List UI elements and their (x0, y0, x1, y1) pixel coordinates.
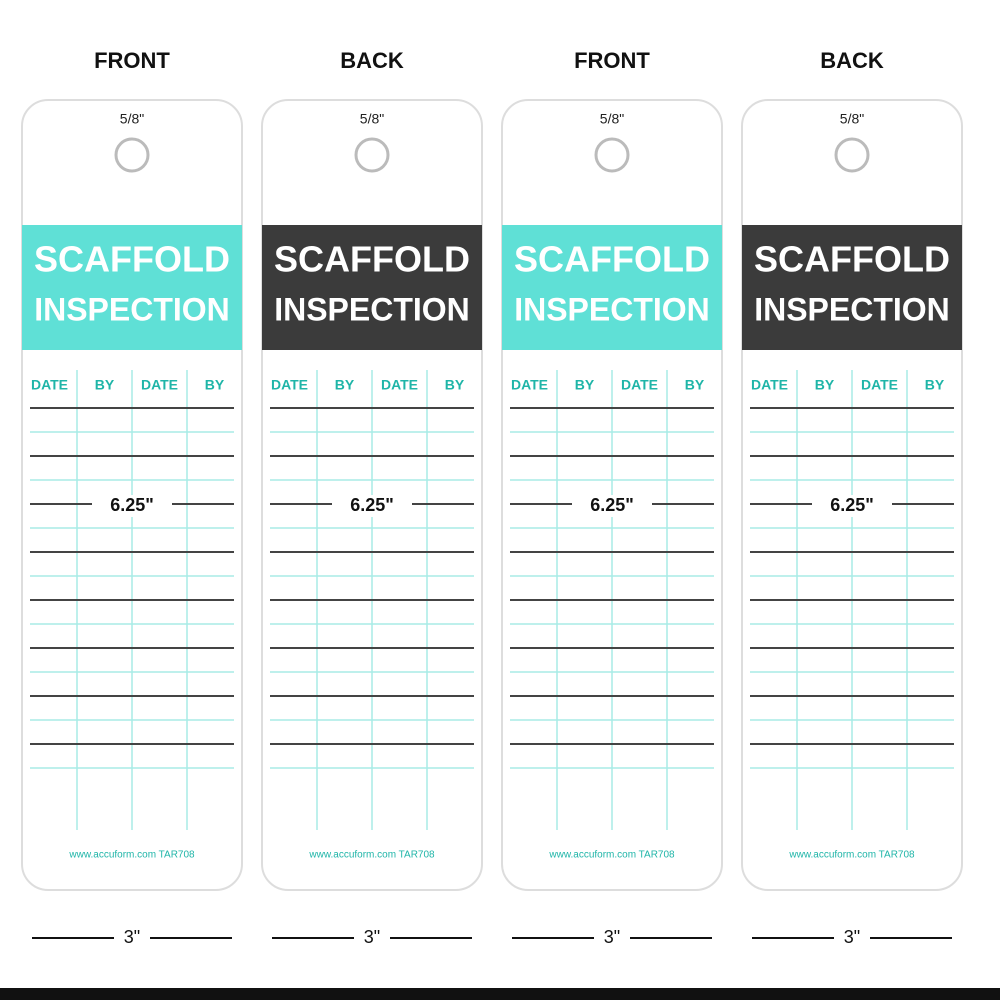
hole-dimension: 5/8" (120, 111, 144, 127)
tag-title: SCAFFOLD (754, 239, 950, 280)
height-label-bg (812, 495, 892, 517)
height-dimension: 6.25" (830, 495, 874, 515)
tag-footer: www.accuform.com TAR708 (308, 850, 435, 861)
width-dimension: 3" (364, 927, 380, 947)
tag: FRONT 5/8" SCAFFOLD INSPECTION DATE BY DATE BY w… (501, 48, 723, 950)
width-label-bg (354, 926, 390, 950)
tag: FRONT 5/8" SCAFFOLD INSPECTION DATE BY DATE BY w… (21, 48, 243, 950)
column-header: BY (445, 377, 465, 393)
tag: BACK 5/8" SCAFFOLD INSPECTION DATE BY DATE BY ww… (741, 48, 963, 950)
column-header: DATE (271, 377, 308, 393)
column-header: BY (575, 377, 595, 393)
tag: BACK 5/8" SCAFFOLD INSPECTION DATE BY DATE BY ww… (261, 48, 483, 950)
tag-title: INSPECTION (34, 291, 230, 327)
width-dimension: 3" (604, 927, 620, 947)
tag-header (22, 225, 242, 350)
tag-header (262, 225, 482, 350)
height-label-bg (332, 495, 412, 517)
height-dimension: 6.25" (590, 495, 634, 515)
column-header: DATE (31, 377, 68, 393)
column-header: DATE (621, 377, 658, 393)
column-header: DATE (511, 377, 548, 393)
tag-title: INSPECTION (754, 291, 950, 327)
column-header: BY (335, 377, 355, 393)
hole-dimension: 5/8" (840, 111, 864, 127)
tag-title: SCAFFOLD (514, 239, 710, 280)
width-label-bg (834, 926, 870, 950)
view-label: FRONT (94, 48, 170, 73)
view-label: BACK (820, 48, 884, 73)
width-dimension: 3" (124, 927, 140, 947)
tag-hole (354, 137, 390, 173)
tag-header (742, 225, 962, 350)
tag-hole (114, 137, 150, 173)
height-dimension: 6.25" (350, 495, 394, 515)
tag-title: SCAFFOLD (34, 239, 230, 280)
column-header: BY (685, 377, 705, 393)
tag-footer: www.accuform.com TAR708 (548, 850, 675, 861)
width-label-bg (594, 926, 630, 950)
column-header: BY (95, 377, 115, 393)
width-dimension: 3" (844, 927, 860, 947)
view-label: BACK (340, 48, 404, 73)
height-dimension: 6.25" (110, 495, 154, 515)
tag-title: SCAFFOLD (274, 239, 470, 280)
column-header: BY (925, 377, 945, 393)
hole-dimension: 5/8" (600, 111, 624, 127)
width-label-bg (114, 926, 150, 950)
tag-title: INSPECTION (274, 291, 470, 327)
bottom-strip (0, 988, 1000, 1000)
height-label-bg (572, 495, 652, 517)
column-header: DATE (381, 377, 418, 393)
tag-hole (594, 137, 630, 173)
column-header: BY (815, 377, 835, 393)
tag-footer: www.accuform.com TAR708 (68, 850, 195, 861)
tag-hole (834, 137, 870, 173)
tag-header (502, 225, 722, 350)
column-header: DATE (141, 377, 178, 393)
view-label: FRONT (574, 48, 650, 73)
height-label-bg (92, 495, 172, 517)
column-header: DATE (861, 377, 898, 393)
hole-dimension: 5/8" (360, 111, 384, 127)
tag-footer: www.accuform.com TAR708 (788, 850, 915, 861)
column-header: DATE (751, 377, 788, 393)
tag-title: INSPECTION (514, 291, 710, 327)
column-header: BY (205, 377, 225, 393)
